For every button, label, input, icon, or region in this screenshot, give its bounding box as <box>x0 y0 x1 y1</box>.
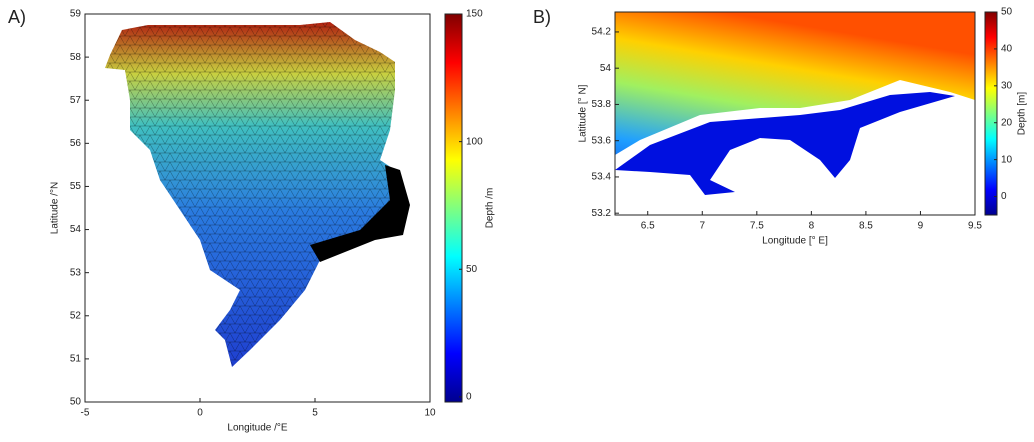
x-tick-label: 9.5 <box>968 221 982 232</box>
y-tick-label: 53.6 <box>592 135 612 146</box>
y-tick-label: 56 <box>70 138 82 149</box>
x-axis-label: Longitude /°E <box>227 423 287 434</box>
x-tick-label: 7.5 <box>750 221 764 232</box>
colorbar-tick-label: 50 <box>466 264 478 275</box>
x-tick-label: 10 <box>424 408 436 419</box>
x-axis-label: Longitude [° E] <box>762 236 828 247</box>
x-tick-label: 6.5 <box>641 221 655 232</box>
colorbar-tick-label: 50 <box>1001 7 1013 18</box>
y-tick-label: 53.8 <box>592 99 612 110</box>
panel-label: A) <box>8 7 26 27</box>
x-tick-label: 5 <box>312 408 318 419</box>
colorbar <box>444 13 463 403</box>
colorbar-tick-label: 10 <box>1001 154 1013 165</box>
panel-label: B) <box>533 7 551 27</box>
x-tick-label: 8 <box>809 221 815 232</box>
colorbar-tick-label: 40 <box>1001 44 1013 55</box>
colorbar-tick-label: 30 <box>1001 80 1013 91</box>
colorbar-tick-label: 0 <box>1001 191 1007 202</box>
y-tick-label: 53.2 <box>592 208 612 219</box>
x-tick-label: 8.5 <box>859 221 873 232</box>
panel-b-map <box>615 12 975 215</box>
x-tick-label: 0 <box>197 408 203 419</box>
y-tick-label: 54.2 <box>592 27 612 38</box>
y-tick-label: 58 <box>70 52 82 63</box>
colorbar-tick-label: 0 <box>466 392 472 403</box>
y-tick-label: 57 <box>70 95 82 106</box>
axes-frame <box>84 13 431 403</box>
y-tick-label: 53.4 <box>592 172 612 183</box>
y-tick-label: 59 <box>70 9 82 20</box>
panel-a-map <box>105 22 410 367</box>
x-tick-label: -5 <box>81 408 90 419</box>
x-tick-label: 7 <box>699 221 705 232</box>
colorbar-label: Depth [m] <box>1017 92 1028 136</box>
y-tick-label: 50 <box>70 397 82 408</box>
y-tick-label: 54 <box>600 63 612 74</box>
axes-frame <box>614 11 976 216</box>
y-tick-label: 51 <box>70 354 82 365</box>
colorbar-tick-label: 20 <box>1001 117 1013 128</box>
y-axis-label: Latitude /°N <box>50 182 61 234</box>
y-tick-label: 52 <box>70 310 82 321</box>
colorbar <box>984 11 998 216</box>
y-tick-label: 55 <box>70 181 82 192</box>
colorbar-tick-label: 150 <box>466 9 483 20</box>
y-axis-label: Latitude [° N] <box>578 84 589 142</box>
colorbar-label: Depth /m <box>485 188 496 229</box>
y-tick-label: 54 <box>70 224 82 235</box>
colorbar-tick-label: 100 <box>466 136 483 147</box>
y-tick-label: 53 <box>70 267 82 278</box>
x-tick-label: 9 <box>918 221 924 232</box>
